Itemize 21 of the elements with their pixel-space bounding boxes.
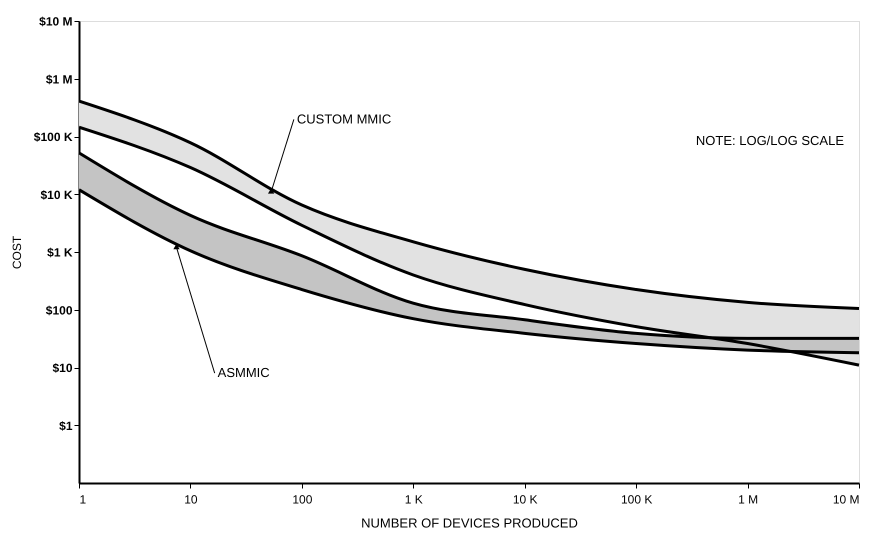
- x-tick-label: 100 K: [620, 492, 652, 506]
- x-axis-title: NUMBER OF DEVICES PRODUCED: [361, 516, 578, 530]
- x-tick-label: 1 K: [404, 492, 423, 506]
- y-tick-label: $1: [59, 418, 73, 433]
- x-tick-label: 10 M: [832, 492, 860, 506]
- x-tick-label: 10 K: [512, 492, 538, 506]
- x-tick-label: 1: [80, 492, 86, 506]
- x-tick-label: 1 M: [738, 492, 758, 506]
- y-tick-label: $10 K: [40, 188, 73, 202]
- annotation: CUSTOM MMIC: [296, 111, 392, 126]
- y-tick-label: $1 K: [47, 246, 73, 260]
- annotation: ASMMIC: [218, 365, 270, 380]
- x-tick-label: 100: [292, 492, 313, 506]
- y-tick-label: $100: [46, 303, 73, 318]
- y-tick-label: $10 M: [39, 14, 72, 28]
- y-tick-label: $10: [52, 361, 73, 375]
- y-tick-label: $1 M: [46, 72, 72, 86]
- x-tick-label: 10: [184, 492, 198, 506]
- y-axis-title: COST: [10, 235, 24, 270]
- y-tick-label: $100 K: [34, 130, 73, 144]
- annotation: NOTE: LOG/LOG SCALE: [696, 133, 844, 148]
